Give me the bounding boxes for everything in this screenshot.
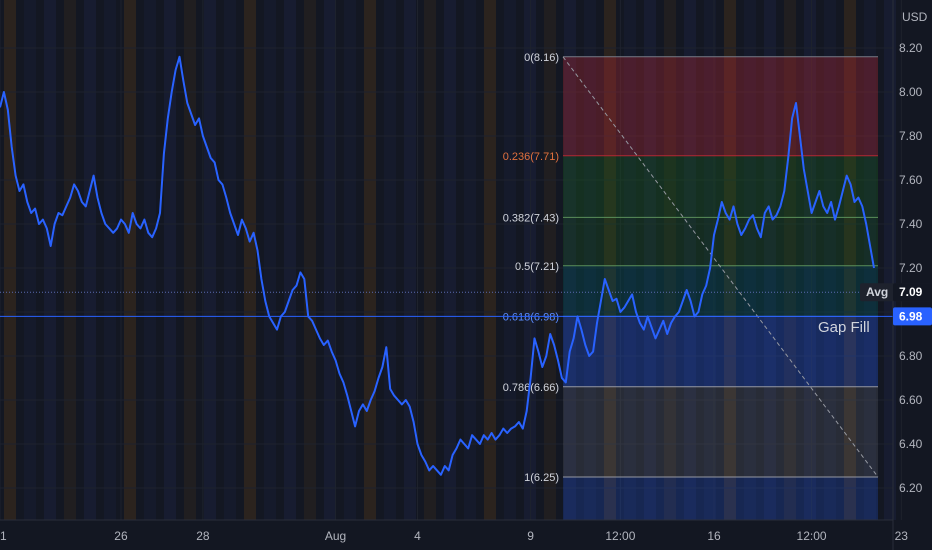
- price-tick-label: 7.20: [899, 261, 923, 275]
- session-band: [144, 0, 156, 520]
- session-band: [884, 0, 896, 520]
- session-band: [4, 0, 16, 520]
- price-tick-label: 6.80: [899, 349, 923, 363]
- price-tick-label: 7.40: [899, 217, 923, 231]
- price-tags: Avg 7.09 6.98: [860, 283, 932, 326]
- time-tick-label: 4: [414, 529, 421, 543]
- session-band: [64, 0, 76, 520]
- price-tick-label: 6.60: [899, 393, 923, 407]
- price-tick-label: 8.20: [899, 41, 923, 55]
- session-band: [484, 0, 496, 520]
- session-band: [84, 0, 96, 520]
- session-band: [644, 0, 656, 520]
- fib-zone: [563, 56, 878, 156]
- session-band: [304, 0, 316, 520]
- session-band: [724, 0, 736, 520]
- grid-lines: [0, 0, 902, 520]
- price-tick-label: 6.40: [899, 437, 923, 451]
- average-tag-label: Avg: [866, 285, 888, 299]
- hline-tag: [893, 307, 932, 326]
- session-band: [184, 0, 196, 520]
- time-tick-label: 12:00: [797, 529, 827, 543]
- price-axis[interactable]: USD 6.206.406.606.807.007.207.407.607.80…: [892, 0, 928, 550]
- session-band: [744, 0, 756, 520]
- time-tick-label: 9: [527, 529, 534, 543]
- session-band: [244, 0, 256, 520]
- average-tag-value: 7.09: [899, 285, 923, 299]
- session-bands: [4, 0, 896, 520]
- session-band: [224, 0, 236, 520]
- time-tick-label: Aug: [325, 529, 346, 543]
- gap-fill-annotation[interactable]: Gap Fill: [818, 319, 870, 336]
- session-band: [844, 0, 856, 520]
- fib-zone: [563, 477, 878, 520]
- time-tick-label: 12:00: [605, 529, 635, 543]
- price-tick-label: 8.00: [899, 85, 923, 99]
- session-band: [364, 0, 376, 520]
- session-band: [464, 0, 476, 520]
- session-band: [624, 0, 636, 520]
- session-band: [684, 0, 696, 520]
- session-band: [384, 0, 396, 520]
- session-band: [824, 0, 836, 520]
- session-band: [544, 0, 556, 520]
- session-band: [604, 0, 616, 520]
- session-band: [284, 0, 296, 520]
- session-band: [564, 0, 576, 520]
- time-tick-label: 23: [895, 529, 909, 543]
- fib-level-label: 0.786(6.66): [503, 382, 559, 394]
- fib-level-label: 0(8.16): [524, 52, 559, 64]
- session-band: [44, 0, 56, 520]
- session-band: [504, 0, 516, 520]
- time-tick-label: 16: [707, 529, 721, 543]
- fib-zone: [563, 217, 878, 266]
- session-band: [444, 0, 456, 520]
- session-band: [584, 0, 596, 520]
- horizontal-lines: [0, 291, 893, 317]
- session-band: [344, 0, 356, 520]
- session-band: [124, 0, 136, 520]
- price-tick-label: 7.60: [899, 173, 923, 187]
- time-tick-label: 28: [196, 529, 210, 543]
- session-band: [264, 0, 276, 520]
- fib-level-label: 0.5(7.21): [515, 261, 559, 273]
- annotations: Gap Fill: [818, 319, 870, 336]
- hline-tag-value: 6.98: [899, 309, 923, 323]
- session-band: [424, 0, 436, 520]
- session-band: [404, 0, 416, 520]
- session-band: [664, 0, 676, 520]
- fib-zone: [563, 316, 878, 387]
- currency-label[interactable]: USD: [902, 10, 928, 24]
- fib-level-label: 0.618(6.98): [503, 311, 559, 323]
- session-band: [204, 0, 216, 520]
- time-tick-label: 26: [114, 529, 128, 543]
- session-band: [524, 0, 536, 520]
- time-axis[interactable]: 21 26 28 Aug 4 9 12:00 16 12:00 23: [0, 519, 909, 543]
- session-band: [324, 0, 336, 520]
- time-tick-label: 21: [0, 529, 7, 543]
- session-band: [764, 0, 776, 520]
- fib-level-label: 0.382(7.43): [503, 212, 559, 224]
- fib-level-label: 0.236(7.71): [503, 151, 559, 163]
- session-band: [24, 0, 36, 520]
- session-band: [864, 0, 876, 520]
- fib-zone: [563, 265, 878, 317]
- price-series: [0, 55, 875, 476]
- session-band: [104, 0, 116, 520]
- price-tick-label: 7.80: [899, 129, 923, 143]
- price-line[interactable]: [0, 55, 875, 476]
- average-value-box: [893, 283, 932, 302]
- fib-level-label: 1(6.25): [524, 472, 559, 484]
- session-band: [784, 0, 796, 520]
- fib-zone: [563, 386, 878, 477]
- session-band: [704, 0, 716, 520]
- fib-trend-line[interactable]: [562, 56, 879, 478]
- price-tick-label: 6.20: [899, 481, 923, 495]
